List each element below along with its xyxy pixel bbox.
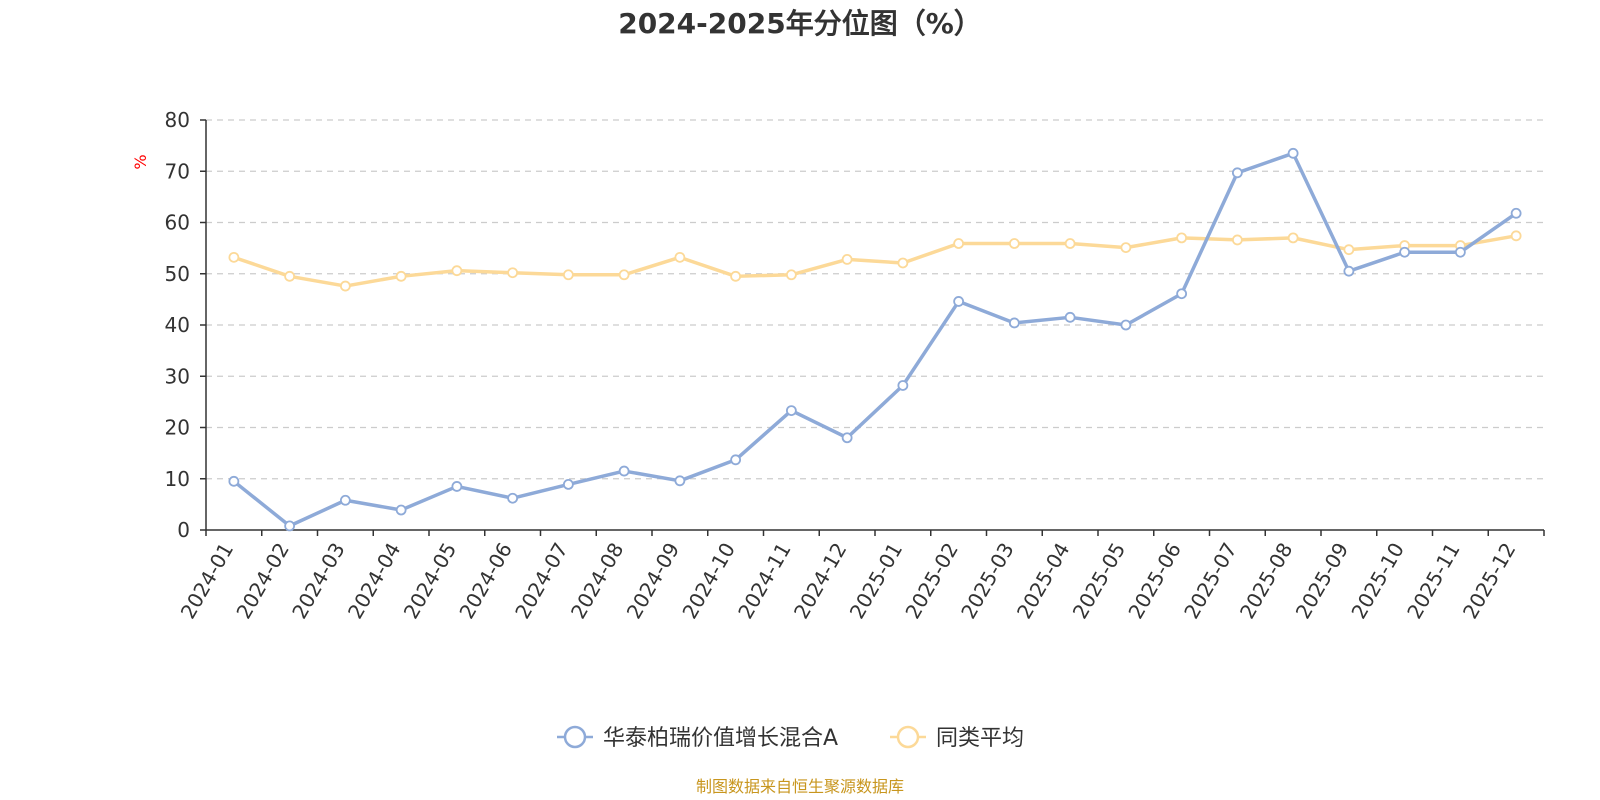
data-point [1510, 207, 1522, 219]
x-tick-label: 2025-11 [1402, 539, 1465, 623]
data-point [618, 465, 630, 477]
x-tick-label: 2025-10 [1346, 539, 1409, 623]
data-point [730, 454, 742, 466]
x-tick-label: 2025-02 [900, 539, 963, 623]
data-point [1343, 244, 1355, 256]
y-tick-label: 0 [177, 518, 190, 542]
data-point [953, 296, 965, 307]
y-axis-unit-label: % [131, 154, 150, 169]
data-point [674, 475, 686, 487]
data-point [562, 269, 574, 281]
data-point [1510, 230, 1522, 242]
legend-label: 华泰柏瑞价值增长混合A [603, 726, 838, 751]
x-tick-label: 2024-02 [231, 539, 294, 623]
data-point [897, 257, 909, 269]
y-tick-label: 40 [165, 313, 190, 337]
data-point [1231, 167, 1243, 179]
y-tick-label: 50 [165, 262, 190, 286]
y-tick-label: 20 [165, 416, 190, 440]
x-tick-label: 2024-11 [733, 539, 796, 623]
legend[interactable]: 华泰柏瑞价值增长混合A 同类平均 [557, 725, 1024, 751]
data-point [395, 270, 407, 282]
y-tick-label: 10 [165, 467, 190, 491]
data-point [395, 504, 407, 516]
x-tick-label: 2024-06 [454, 539, 517, 623]
data-point [1454, 246, 1466, 258]
data-point [228, 475, 240, 487]
data-point [841, 253, 853, 265]
x-tick-label: 2025-04 [1012, 539, 1075, 623]
series-lines [228, 147, 1522, 532]
x-tick-label: 2024-12 [789, 539, 852, 623]
x-tick-label: 2025-09 [1291, 539, 1354, 623]
x-tick-label: 2025-06 [1123, 539, 1186, 623]
data-point [1287, 232, 1299, 244]
legend-circle-marker [896, 725, 920, 749]
data-point [339, 494, 351, 506]
x-tick-label: 2024-05 [399, 539, 462, 623]
series-line [232, 151, 1518, 528]
grid-lines [206, 119, 1544, 480]
x-tick-label: 2025-01 [845, 539, 908, 623]
legend-item-peer-average[interactable]: 同类平均 [890, 725, 1024, 751]
data-point [1176, 232, 1188, 244]
x-tick-label: 2025-12 [1458, 539, 1521, 623]
x-tick-label: 2024-01 [176, 539, 239, 623]
data-point [228, 251, 240, 263]
x-tick-label: 2025-05 [1068, 539, 1131, 623]
x-tick-label: 2025-03 [956, 539, 1019, 623]
data-point [1008, 317, 1020, 329]
data-point [674, 251, 686, 263]
data-point [618, 269, 630, 281]
data-point [841, 432, 853, 444]
data-point [339, 280, 351, 292]
data-point [284, 520, 296, 532]
data-point [1120, 242, 1132, 254]
source-note: 制图数据来自恒生聚源数据库 [696, 777, 904, 796]
data-point [1231, 234, 1243, 246]
data-point [897, 380, 909, 391]
data-point [1120, 319, 1132, 331]
x-tick-label: 2024-09 [622, 539, 685, 623]
axes: 010203040506070802024-012024-022024-0320… [165, 108, 1545, 623]
series-fund [228, 147, 1522, 532]
data-point [953, 238, 965, 249]
legend-label: 同类平均 [936, 726, 1024, 751]
data-point [451, 265, 463, 277]
data-point [451, 481, 463, 492]
data-point [284, 270, 296, 282]
data-point [562, 478, 574, 490]
x-tick-label: 2025-07 [1179, 539, 1242, 623]
data-point [730, 270, 742, 282]
data-point [1064, 311, 1076, 323]
y-tick-label: 70 [165, 159, 190, 183]
x-tick-label: 2024-03 [287, 539, 350, 623]
y-tick-label: 30 [165, 364, 190, 388]
data-point [507, 267, 519, 279]
x-tick-label: 2024-07 [510, 539, 573, 623]
series-line [233, 234, 1517, 288]
y-tick-label: 80 [165, 108, 190, 132]
data-point [1064, 238, 1076, 249]
data-point [1176, 288, 1188, 300]
series-peer-average [228, 230, 1522, 292]
data-point [785, 269, 797, 281]
data-point [507, 492, 519, 504]
data-point [1343, 265, 1355, 277]
data-point [1287, 147, 1299, 159]
data-point [785, 405, 797, 416]
y-tick-label: 60 [165, 211, 190, 235]
data-point [1008, 238, 1020, 249]
chart-title: 2024-2025年分位图（%） [618, 7, 982, 40]
x-tick-label: 2024-04 [343, 539, 406, 623]
data-point [1399, 246, 1411, 258]
legend-item-fund[interactable]: 华泰柏瑞价值增长混合A [557, 725, 838, 751]
legend-circle-marker [563, 725, 587, 749]
x-tick-label: 2025-08 [1235, 539, 1298, 623]
x-tick-label: 2024-10 [677, 539, 740, 623]
x-tick-label: 2024-08 [566, 539, 629, 623]
